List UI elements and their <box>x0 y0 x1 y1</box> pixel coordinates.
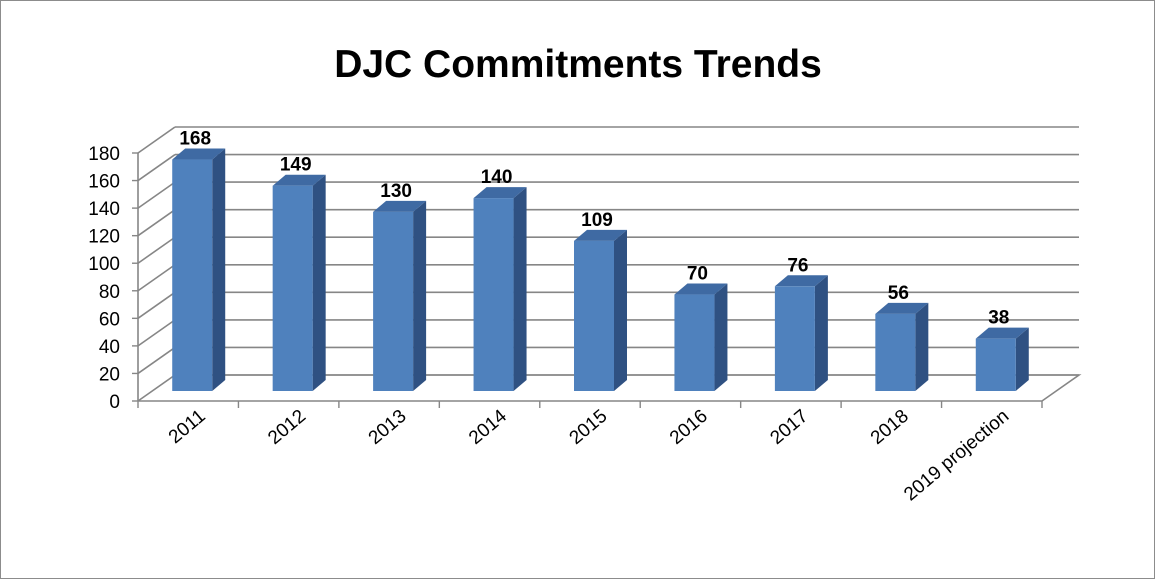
data-label: 76 <box>787 255 808 276</box>
bar <box>674 294 715 391</box>
y-tick-label: 20 <box>99 364 120 385</box>
gridline-side <box>137 374 176 402</box>
bar <box>574 240 614 391</box>
x-tick-label: 2017 <box>766 406 812 449</box>
bar-top <box>574 229 627 241</box>
bar-top <box>975 327 1029 339</box>
y-tick-label: 100 <box>88 254 120 275</box>
data-label: 70 <box>687 264 708 285</box>
data-label: 140 <box>481 167 513 188</box>
data-label: 109 <box>581 210 613 231</box>
x-tick-label: 2014 <box>465 405 511 449</box>
bar-top <box>774 275 828 287</box>
data-label: 130 <box>380 181 412 202</box>
bar-side <box>513 187 527 391</box>
y-tick-label: 160 <box>88 172 120 193</box>
bar-side <box>714 283 728 391</box>
bar-side <box>614 229 627 391</box>
y-tick-label: 180 <box>88 144 120 165</box>
x-tick-label: 2015 <box>566 406 612 449</box>
y-tick-label: 80 <box>99 282 120 303</box>
bar-side <box>814 275 828 391</box>
y-tick-label: 0 <box>109 392 120 413</box>
gridline-side <box>137 209 176 237</box>
bar-side <box>312 174 326 391</box>
bar <box>172 159 213 391</box>
bar-top <box>272 174 326 186</box>
gridline-side <box>137 181 176 209</box>
bar <box>875 313 916 391</box>
x-tick-label: 2013 <box>365 406 411 449</box>
x-tick-label: 2018 <box>867 406 913 449</box>
data-label: 56 <box>888 283 909 304</box>
bar <box>373 211 414 391</box>
gridline-side <box>137 319 176 347</box>
y-tick-label: 60 <box>99 309 120 330</box>
gridline-side <box>137 264 176 292</box>
bar-top <box>172 148 226 160</box>
x-tick-label: 2012 <box>264 406 310 449</box>
chart-title: DJC Commitments Trends <box>334 43 822 86</box>
bar-top <box>674 283 728 295</box>
data-label: 38 <box>988 308 1009 329</box>
y-tick-label: 40 <box>99 337 120 358</box>
bar-side <box>915 302 929 391</box>
gridline-side <box>137 236 176 264</box>
bars <box>172 148 1029 391</box>
gridline-side <box>137 291 176 319</box>
labels: 0 20 40 60 80 100 120 140 160 180 168 2011 149 2012 13… <box>88 129 1013 506</box>
bar-side <box>413 200 427 391</box>
x-tick-label: 2011 <box>165 406 210 448</box>
bar-top <box>473 187 527 199</box>
gridline-side <box>137 346 176 375</box>
bar-top <box>875 302 929 314</box>
x-tick-label: 2016 <box>666 406 712 449</box>
bar <box>975 338 1016 391</box>
gridline-side <box>137 153 176 182</box>
x-tick-label: 2019 projection <box>900 406 1013 506</box>
data-label: 168 <box>179 129 211 150</box>
bar <box>774 286 815 391</box>
bar <box>473 198 514 391</box>
bar-side <box>212 148 226 391</box>
y-tick-label: 140 <box>88 199 120 220</box>
gridline-side <box>137 126 176 154</box>
bar <box>272 185 313 391</box>
data-label: 149 <box>280 155 312 176</box>
y-tick-label: 120 <box>88 227 120 248</box>
bar-top <box>373 200 427 212</box>
bar-side <box>1015 327 1029 391</box>
